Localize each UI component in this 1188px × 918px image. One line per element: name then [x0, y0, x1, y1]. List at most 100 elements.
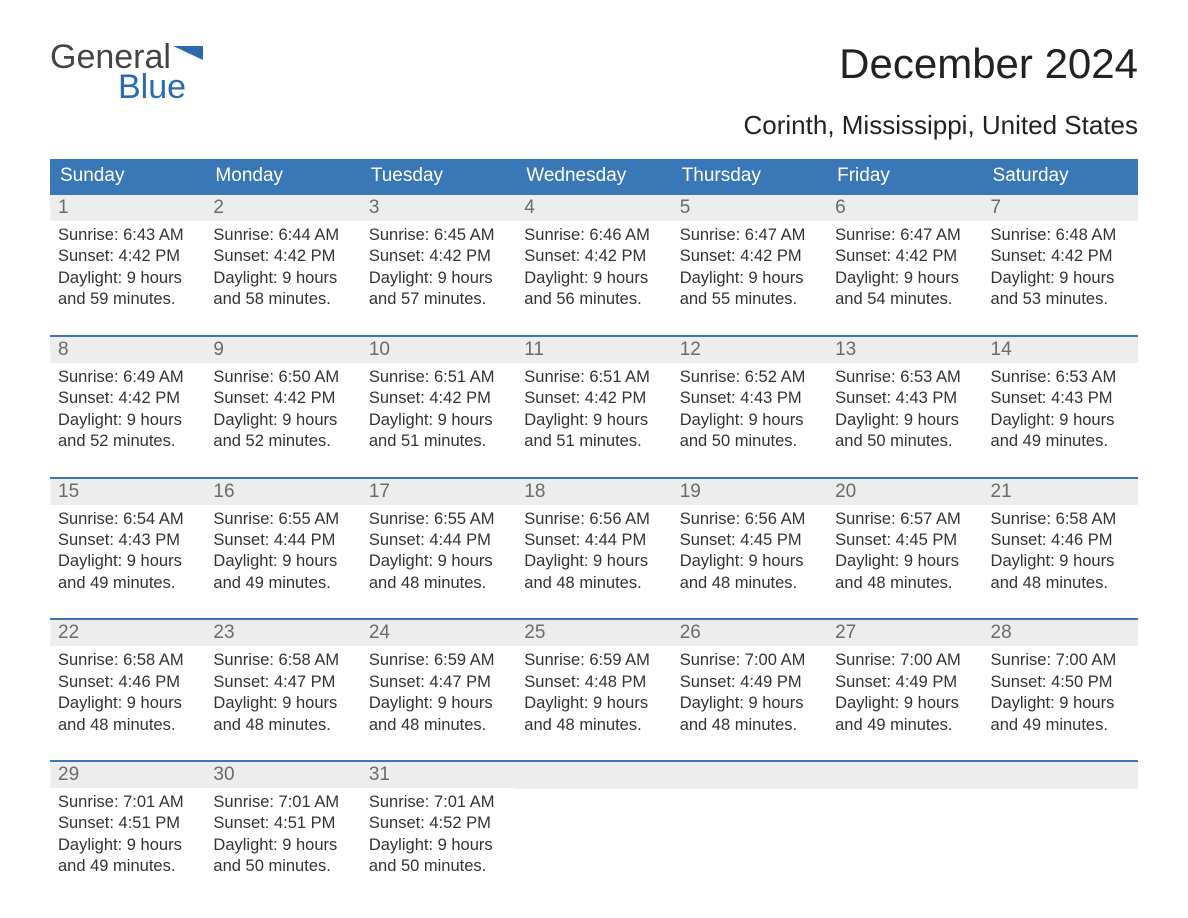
dayhead-fri: Friday [827, 159, 982, 193]
sunrise-text: Sunrise: 6:46 AM [524, 225, 663, 246]
day-number: 11 [516, 337, 671, 363]
day-details: Sunrise: 6:55 AMSunset: 4:44 PMDaylight:… [205, 505, 360, 603]
week-row: 22Sunrise: 6:58 AMSunset: 4:46 PMDayligh… [50, 618, 1138, 744]
sunrise-text: Sunrise: 6:55 AM [213, 509, 352, 530]
daylight-text-1: Daylight: 9 hours [369, 410, 508, 431]
sunset-text: Sunset: 4:43 PM [835, 388, 974, 409]
daylight-text-2: and 48 minutes. [991, 573, 1130, 594]
sunset-text: Sunset: 4:47 PM [213, 672, 352, 693]
day-number: 1 [50, 195, 205, 221]
day-number: 28 [983, 620, 1138, 646]
day-number [672, 762, 827, 789]
sunrise-text: Sunrise: 7:01 AM [213, 792, 352, 813]
daylight-text-2: and 53 minutes. [991, 289, 1130, 310]
daylight-text-2: and 48 minutes. [524, 573, 663, 594]
sunset-text: Sunset: 4:46 PM [58, 672, 197, 693]
daylight-text-1: Daylight: 9 hours [369, 551, 508, 572]
day-details: Sunrise: 6:54 AMSunset: 4:43 PMDaylight:… [50, 505, 205, 603]
dayhead-sat: Saturday [983, 159, 1138, 193]
sunset-text: Sunset: 4:42 PM [369, 388, 508, 409]
daylight-text-1: Daylight: 9 hours [680, 551, 819, 572]
daylight-text-2: and 56 minutes. [524, 289, 663, 310]
daylight-text-1: Daylight: 9 hours [991, 410, 1130, 431]
day-number: 30 [205, 762, 360, 788]
daylight-text-2: and 49 minutes. [835, 715, 974, 736]
day-details: Sunrise: 6:55 AMSunset: 4:44 PMDaylight:… [361, 505, 516, 603]
calendar-cell: 13Sunrise: 6:53 AMSunset: 4:43 PMDayligh… [827, 337, 982, 461]
daylight-text-2: and 50 minutes. [213, 856, 352, 877]
daylight-text-2: and 48 minutes. [680, 573, 819, 594]
sunset-text: Sunset: 4:42 PM [213, 388, 352, 409]
header: General Blue December 2024 [50, 40, 1138, 104]
daylight-text-1: Daylight: 9 hours [835, 693, 974, 714]
calendar-cell: 2Sunrise: 6:44 AMSunset: 4:42 PMDaylight… [205, 195, 360, 319]
day-number: 18 [516, 479, 671, 505]
daylight-text-2: and 48 minutes. [58, 715, 197, 736]
daylight-text-1: Daylight: 9 hours [524, 551, 663, 572]
sunrise-text: Sunrise: 6:56 AM [524, 509, 663, 530]
day-number: 3 [361, 195, 516, 221]
calendar-cell: 27Sunrise: 7:00 AMSunset: 4:49 PMDayligh… [827, 620, 982, 744]
day-details: Sunrise: 6:49 AMSunset: 4:42 PMDaylight:… [50, 363, 205, 461]
daylight-text-2: and 59 minutes. [58, 289, 197, 310]
daylight-text-1: Daylight: 9 hours [58, 693, 197, 714]
day-details: Sunrise: 6:47 AMSunset: 4:42 PMDaylight:… [672, 221, 827, 319]
sunset-text: Sunset: 4:42 PM [991, 246, 1130, 267]
calendar-cell: 5Sunrise: 6:47 AMSunset: 4:42 PMDaylight… [672, 195, 827, 319]
week-row: 29Sunrise: 7:01 AMSunset: 4:51 PMDayligh… [50, 760, 1138, 886]
daylight-text-2: and 49 minutes. [58, 573, 197, 594]
calendar-cell: 26Sunrise: 7:00 AMSunset: 4:49 PMDayligh… [672, 620, 827, 744]
daylight-text-1: Daylight: 9 hours [369, 268, 508, 289]
calendar-cell: 31Sunrise: 7:01 AMSunset: 4:52 PMDayligh… [361, 762, 516, 886]
day-number: 9 [205, 337, 360, 363]
daylight-text-2: and 52 minutes. [213, 431, 352, 452]
day-details: Sunrise: 6:43 AMSunset: 4:42 PMDaylight:… [50, 221, 205, 319]
day-number: 20 [827, 479, 982, 505]
calendar-cell: 8Sunrise: 6:49 AMSunset: 4:42 PMDaylight… [50, 337, 205, 461]
calendar-cell: 7Sunrise: 6:48 AMSunset: 4:42 PMDaylight… [983, 195, 1138, 319]
day-number: 31 [361, 762, 516, 788]
day-details: Sunrise: 6:51 AMSunset: 4:42 PMDaylight:… [516, 363, 671, 461]
sunset-text: Sunset: 4:42 PM [58, 388, 197, 409]
sunrise-text: Sunrise: 6:43 AM [58, 225, 197, 246]
day-details: Sunrise: 6:45 AMSunset: 4:42 PMDaylight:… [361, 221, 516, 319]
day-number: 27 [827, 620, 982, 646]
calendar-cell [983, 762, 1138, 886]
calendar-cell: 15Sunrise: 6:54 AMSunset: 4:43 PMDayligh… [50, 479, 205, 603]
day-details: Sunrise: 6:53 AMSunset: 4:43 PMDaylight:… [827, 363, 982, 461]
sunrise-text: Sunrise: 6:52 AM [680, 367, 819, 388]
week-row: 15Sunrise: 6:54 AMSunset: 4:43 PMDayligh… [50, 477, 1138, 603]
day-header-row: Sunday Monday Tuesday Wednesday Thursday… [50, 159, 1138, 193]
week-row: 8Sunrise: 6:49 AMSunset: 4:42 PMDaylight… [50, 335, 1138, 461]
daylight-text-2: and 58 minutes. [213, 289, 352, 310]
calendar: Sunday Monday Tuesday Wednesday Thursday… [50, 159, 1138, 886]
day-details: Sunrise: 7:01 AMSunset: 4:52 PMDaylight:… [361, 788, 516, 886]
day-number: 12 [672, 337, 827, 363]
calendar-cell: 9Sunrise: 6:50 AMSunset: 4:42 PMDaylight… [205, 337, 360, 461]
sunrise-text: Sunrise: 6:44 AM [213, 225, 352, 246]
calendar-cell: 4Sunrise: 6:46 AMSunset: 4:42 PMDaylight… [516, 195, 671, 319]
day-details: Sunrise: 6:57 AMSunset: 4:45 PMDaylight:… [827, 505, 982, 603]
day-details: Sunrise: 6:56 AMSunset: 4:44 PMDaylight:… [516, 505, 671, 603]
day-number: 16 [205, 479, 360, 505]
logo-word-blue: Blue [118, 70, 203, 104]
calendar-cell: 18Sunrise: 6:56 AMSunset: 4:44 PMDayligh… [516, 479, 671, 603]
calendar-cell: 24Sunrise: 6:59 AMSunset: 4:47 PMDayligh… [361, 620, 516, 744]
dayhead-thu: Thursday [672, 159, 827, 193]
sunset-text: Sunset: 4:43 PM [58, 530, 197, 551]
dayhead-wed: Wednesday [516, 159, 671, 193]
day-number: 6 [827, 195, 982, 221]
daylight-text-2: and 52 minutes. [58, 431, 197, 452]
day-details: Sunrise: 6:58 AMSunset: 4:46 PMDaylight:… [983, 505, 1138, 603]
daylight-text-1: Daylight: 9 hours [58, 551, 197, 572]
calendar-cell: 17Sunrise: 6:55 AMSunset: 4:44 PMDayligh… [361, 479, 516, 603]
calendar-cell: 14Sunrise: 6:53 AMSunset: 4:43 PMDayligh… [983, 337, 1138, 461]
daylight-text-2: and 55 minutes. [680, 289, 819, 310]
sunrise-text: Sunrise: 6:58 AM [58, 650, 197, 671]
sunrise-text: Sunrise: 7:01 AM [58, 792, 197, 813]
sunrise-text: Sunrise: 7:01 AM [369, 792, 508, 813]
day-number: 7 [983, 195, 1138, 221]
daylight-text-1: Daylight: 9 hours [991, 268, 1130, 289]
daylight-text-1: Daylight: 9 hours [680, 693, 819, 714]
day-details: Sunrise: 6:56 AMSunset: 4:45 PMDaylight:… [672, 505, 827, 603]
